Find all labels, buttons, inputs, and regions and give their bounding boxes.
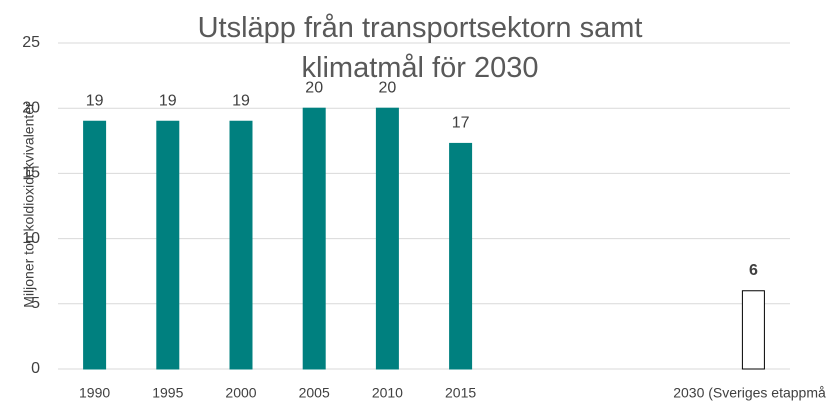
data-label: 20 [379,79,397,96]
x-tick-label: 2005 [299,385,330,401]
bar [375,107,399,370]
x-tick-label: 2030 (Sveriges etappmål) [673,385,826,401]
x-tick-label: 1995 [152,385,183,401]
x-tick-label: 1990 [79,385,110,401]
y-tick-label: 10 [22,230,40,247]
x-tick-label: 2010 [372,385,403,401]
y-tick-label: 20 [22,99,40,116]
bar [449,142,473,370]
bar [302,107,326,370]
y-tick-label: 0 [31,360,40,377]
chart-title: Utsläpp från transportsektorn samt klima… [197,12,643,84]
y-axis-label: Miljoner ton koldioxidekvivalenter [21,102,37,308]
data-label: 17 [452,115,470,132]
bar [229,120,253,370]
x-tick-label: 2000 [225,385,256,401]
x-tick-label: 2015 [445,385,476,401]
bar [741,290,765,370]
y-tick-label: 5 [31,295,40,312]
data-label: 20 [305,79,323,96]
data-label: 19 [86,92,104,109]
y-tick-label: 15 [22,165,40,182]
data-label: 6 [749,262,758,279]
bar [156,120,180,370]
bar [83,120,107,370]
data-label: 19 [159,92,177,109]
data-label: 19 [232,92,250,109]
y-tick-label: 25 [22,34,40,51]
